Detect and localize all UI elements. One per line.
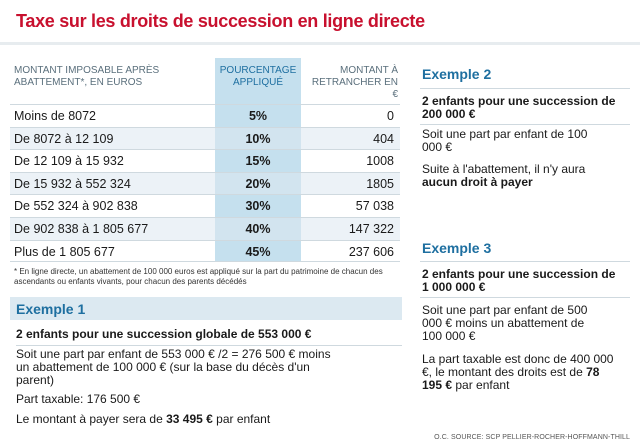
row-range: Moins de 8072 <box>14 109 97 123</box>
example1-heading: 2 enfants pour une succession globale de… <box>16 327 312 341</box>
row-percentage: 20% <box>245 176 271 191</box>
row-percentage: 10% <box>245 131 271 146</box>
example1-line1: Soit une part par enfant de 553 000 € /2… <box>16 347 331 387</box>
row-range: De 12 109 à 15 932 <box>14 154 124 169</box>
table-row: Plus de 1 805 677 45% 237 606 <box>10 239 400 263</box>
table-row: De 8072 à 12 109 10% 404 <box>10 126 400 150</box>
page-title: Taxe sur les droits de succession en lig… <box>16 11 425 31</box>
example1-line2: Part taxable: 176 500 € <box>16 392 141 406</box>
row-subtract: 237 606 <box>348 244 394 259</box>
row-percentage: 40% <box>245 221 271 236</box>
title-divider <box>0 42 640 45</box>
table-row: De 15 932 à 552 324 20% 1805 <box>10 171 400 195</box>
header-amount: MONTANT IMPOSABLE APRÈS ABATTEMENT*, EN … <box>14 65 160 88</box>
row-subtract: 1805 <box>366 176 394 191</box>
example1-band <box>10 297 402 320</box>
row-subtract: 1008 <box>366 154 394 169</box>
example2-divider <box>420 124 630 125</box>
example2-line1: Soit une part par enfant de 100 000 € <box>422 127 588 154</box>
example3-title: Exemple 3 <box>422 240 492 256</box>
row-range: Plus de 1 805 677 <box>14 244 115 259</box>
row-percentage: 15% <box>245 154 271 169</box>
table-row: Moins de 8072 5% 0 <box>10 104 400 127</box>
example2-title: Exemple 2 <box>422 66 492 82</box>
example1-line3: Le montant à payer sera de 33 495 € par … <box>16 412 271 426</box>
table-header: MONTANT IMPOSABLE APRÈS ABATTEMENT*, EN … <box>10 58 400 104</box>
example3-heading: 2 enfants pour une succession de 1 000 0… <box>422 267 616 294</box>
source-credit: O.C. SOURCE: SCP PELLIER-ROCHER-HOFFMANN… <box>434 434 630 441</box>
row-percentage: 30% <box>245 199 271 214</box>
table-row: De 12 109 à 15 932 15% 1008 <box>10 149 400 172</box>
example2-line2: Suite à l'abattement, il n'y aura aucun … <box>422 162 586 189</box>
example3-divider <box>420 297 630 298</box>
example2-divider-top <box>420 88 630 89</box>
example1-divider <box>16 345 402 346</box>
row-percentage: 45% <box>245 244 271 259</box>
header-subtract: MONTANT À RETRANCHER EN € <box>311 65 398 100</box>
row-subtract: 0 <box>387 109 394 123</box>
tax-rate-table: MONTANT IMPOSABLE APRÈS ABATTEMENT*, EN … <box>10 58 400 263</box>
footnote: * En ligne directe, un abattement de 100… <box>14 267 383 286</box>
example1-title: Exemple 1 <box>16 301 86 317</box>
table-row: De 552 324 à 902 838 30% 57 038 <box>10 194 400 217</box>
row-range: De 902 838 à 1 805 677 <box>14 221 149 236</box>
example3-line1: Soit une part par enfant de 500 000 € mo… <box>422 303 588 343</box>
row-range: De 8072 à 12 109 <box>14 131 114 146</box>
row-subtract: 147 322 <box>348 221 394 236</box>
example2-heading: 2 enfants pour une succession de 200 000… <box>422 94 616 121</box>
table-body: Moins de 8072 5% 0 De 8072 à 12 109 10% 404 De… <box>10 104 400 263</box>
example3-divider-top <box>420 261 630 262</box>
header-percentage: POURCENTAGE APPLIQUÉ <box>219 65 297 88</box>
row-range: De 15 932 à 552 324 <box>14 176 131 191</box>
example3-line2: La part taxable est donc de 400 000 €, l… <box>422 352 614 392</box>
table-row: De 902 838 à 1 805 677 40% 147 322 <box>10 216 400 240</box>
row-subtract: 57 038 <box>355 199 394 214</box>
row-subtract: 404 <box>373 131 394 146</box>
row-range: De 552 324 à 902 838 <box>14 199 138 214</box>
row-percentage: 5% <box>248 109 268 123</box>
